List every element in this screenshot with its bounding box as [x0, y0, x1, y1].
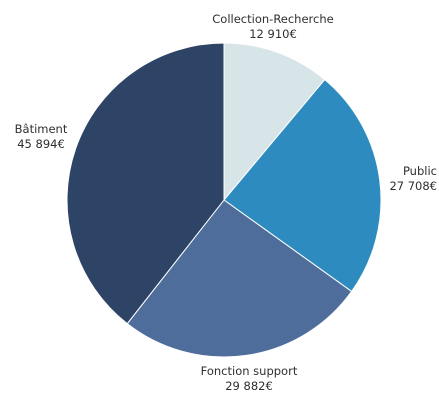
slice-value-batiment: 45 894€: [17, 137, 65, 151]
pie-slice-public: [223, 78, 382, 293]
slice-value-public: 27 708€: [389, 179, 437, 193]
slice-label-public: Public: [403, 164, 437, 178]
pie-slice-fonction-support: [126, 199, 353, 358]
slice-label-fonction-support: Fonction support: [201, 364, 298, 378]
slice-value-fonction-support: 29 882€: [225, 379, 273, 393]
slice-label-collection-recherche: Collection-Recherche: [212, 12, 333, 26]
pie-slices: [66, 42, 382, 358]
slice-value-collection-recherche: 12 910€: [249, 27, 297, 41]
slice-label-batiment: Bâtiment: [15, 122, 68, 136]
pie-slice-batiment: [66, 42, 225, 325]
pie-slice-collection-recherche: [223, 42, 326, 202]
